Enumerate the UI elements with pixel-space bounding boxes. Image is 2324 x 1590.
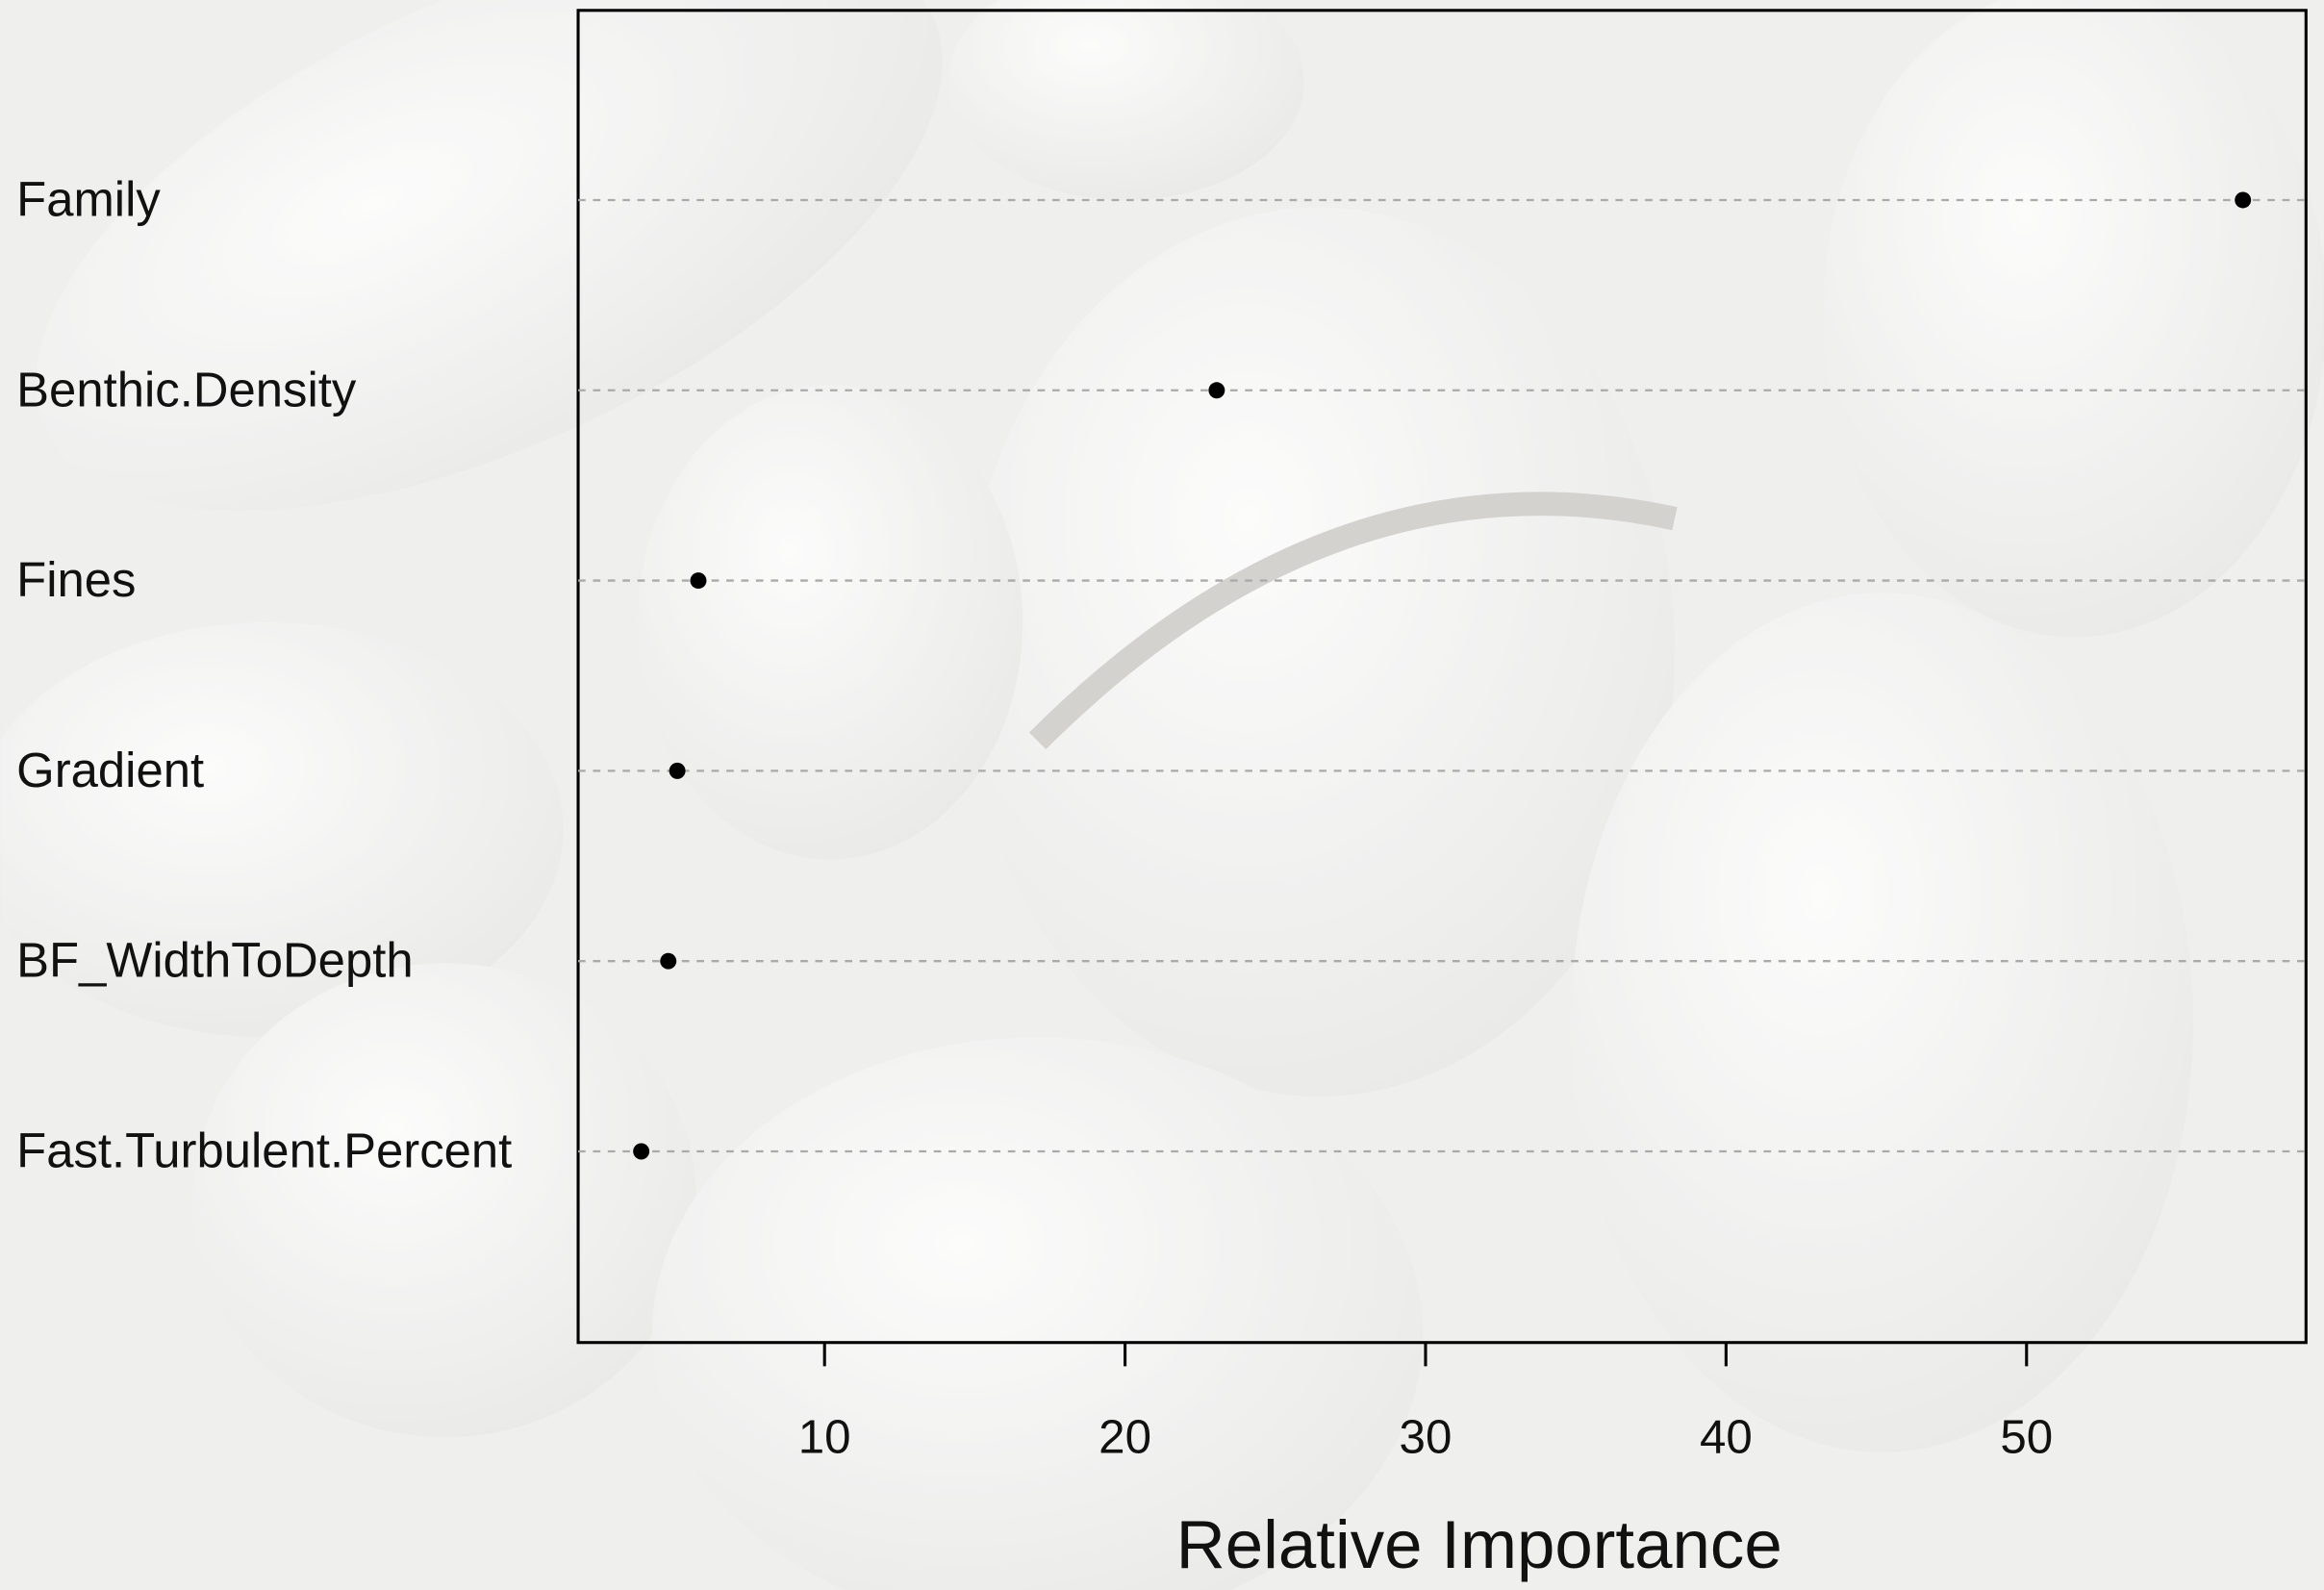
dot: [691, 572, 707, 589]
chart: Relative Importance 10 20 30 40 50 Family Bent…: [0, 0, 2324, 1590]
y-category-label: Fast.Turbulent.Percent: [16, 1123, 512, 1178]
y-category-label: Family: [16, 171, 161, 226]
dot: [660, 953, 676, 970]
y-category-label: Fines: [16, 552, 136, 607]
y-category-label: Benthic.Density: [16, 362, 357, 416]
dot: [669, 763, 686, 779]
dot: [2235, 192, 2251, 209]
background: [0, 0, 2324, 1590]
x-tick-label: 10: [798, 1410, 851, 1463]
y-category-label: BF_WidthToDepth: [16, 933, 413, 988]
x-tick-label: 20: [1099, 1410, 1151, 1463]
x-tick-label: 40: [1700, 1410, 1753, 1463]
dot: [1208, 382, 1225, 398]
x-axis-label: Relative Importance: [1176, 1507, 1782, 1583]
dot: [633, 1144, 649, 1160]
page: Relative Importance 10 20 30 40 50 Family Bent…: [0, 0, 2324, 1590]
y-category-label: Gradient: [16, 743, 204, 797]
x-tick-label: 30: [1400, 1410, 1452, 1463]
x-tick-label: 50: [2000, 1410, 2053, 1463]
